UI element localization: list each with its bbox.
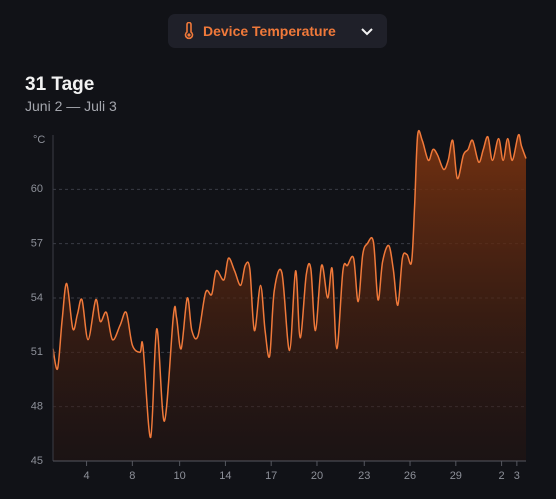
y-tick-label: 54 bbox=[31, 292, 43, 304]
x-tick-label: 29 bbox=[450, 470, 462, 482]
dropdown-label: Device Temperature bbox=[203, 23, 336, 39]
device-dropdown[interactable]: Device Temperature bbox=[168, 14, 387, 48]
range-title: 31 Tage bbox=[25, 74, 95, 95]
x-tick-label: 26 bbox=[404, 470, 416, 482]
y-tick-label: 45 bbox=[31, 455, 43, 467]
y-tick-label: 60 bbox=[31, 183, 43, 195]
range-subtitle: Juni 2 — Juli 3 bbox=[25, 98, 117, 114]
x-tick-label: 23 bbox=[358, 470, 370, 482]
x-tick-label: 20 bbox=[311, 470, 323, 482]
x-tick-label: 10 bbox=[174, 470, 186, 482]
thermometer-icon bbox=[184, 22, 194, 40]
y-axis-label: °C bbox=[33, 134, 45, 146]
x-tick-label: 14 bbox=[219, 470, 231, 482]
x-tick-label: 17 bbox=[265, 470, 277, 482]
line bbox=[52, 129, 527, 439]
y-tick-label: 51 bbox=[31, 346, 43, 358]
area-fill bbox=[53, 130, 526, 461]
y-tick-label: 57 bbox=[31, 238, 43, 250]
x-tick-label: 8 bbox=[129, 470, 135, 482]
x-tick-label: 3 bbox=[514, 470, 520, 482]
x-tick-label: 2 bbox=[499, 470, 505, 482]
chevron-icon bbox=[361, 28, 373, 36]
y-tick-label: 48 bbox=[31, 401, 43, 413]
x-tick-label: 4 bbox=[84, 470, 90, 482]
